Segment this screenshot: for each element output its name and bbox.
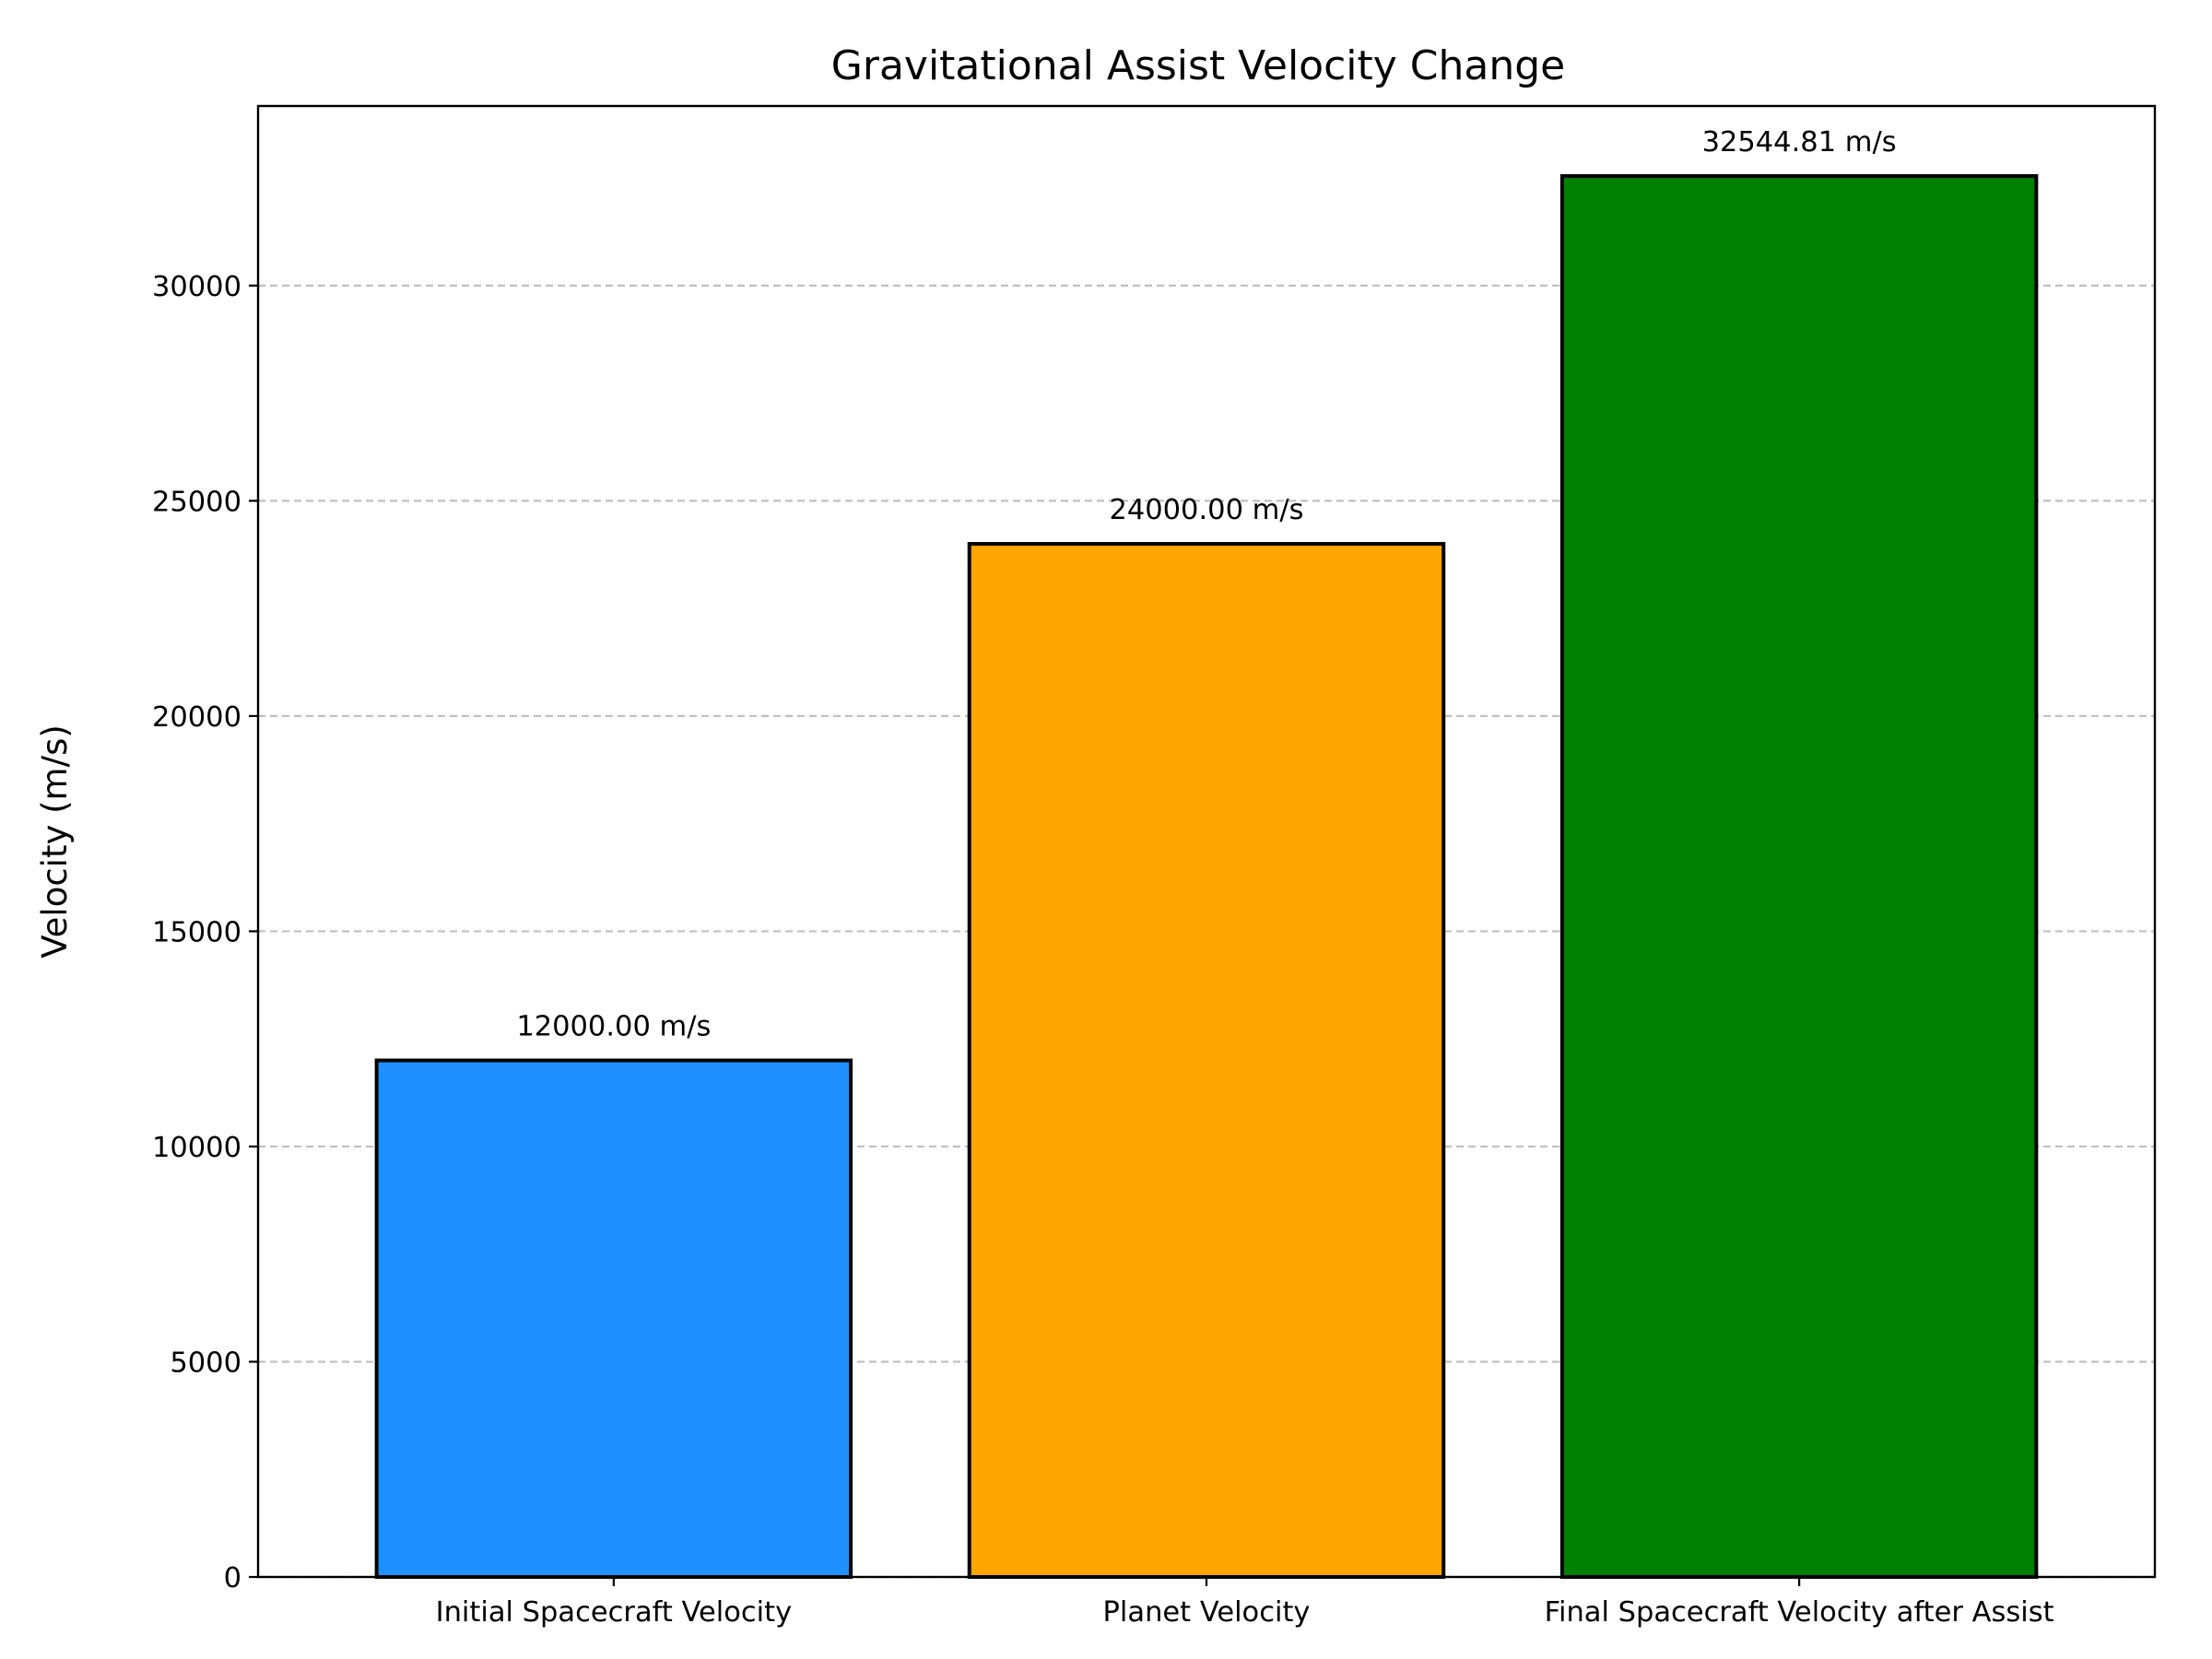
y-tick-label: 20000 <box>152 701 241 734</box>
data-labels: 12000.00 m/s 24000.00 m/s 32544.81 m/s <box>516 126 1896 1043</box>
bar <box>967 542 1446 1579</box>
bar-value-label: 12000.00 m/s <box>516 1011 711 1043</box>
bars <box>374 173 2039 1579</box>
x-tick-label: Initial Spacecraft Velocity <box>436 1596 793 1629</box>
chart-title: Gravitational Assist Velocity Change <box>831 42 1565 89</box>
x-tick-label: Planet Velocity <box>1103 1596 1311 1629</box>
y-tick-label: 5000 <box>170 1347 241 1379</box>
y-tick-label: 0 <box>224 1562 241 1594</box>
y-tick-label: 30000 <box>152 271 241 303</box>
y-tick-label: 15000 <box>152 916 241 948</box>
bar <box>1559 173 2039 1579</box>
y-axis-label: Velocity (m/s) <box>35 724 75 959</box>
x-tick-label: Final Spacecraft Velocity after Assist <box>1545 1596 2054 1629</box>
bar <box>374 1058 853 1579</box>
y-tick-label: 25000 <box>152 486 241 518</box>
bar-value-label: 32544.81 m/s <box>1702 126 1897 159</box>
y-axis-ticks: 0 5000 10000 15000 20000 25000 30000 <box>152 271 258 1594</box>
x-axis-ticks: Initial Spacecraft Velocity Planet Veloci… <box>436 1577 2054 1629</box>
bar-value-label: 24000.00 m/s <box>1109 494 1303 526</box>
y-tick-label: 10000 <box>152 1132 241 1164</box>
